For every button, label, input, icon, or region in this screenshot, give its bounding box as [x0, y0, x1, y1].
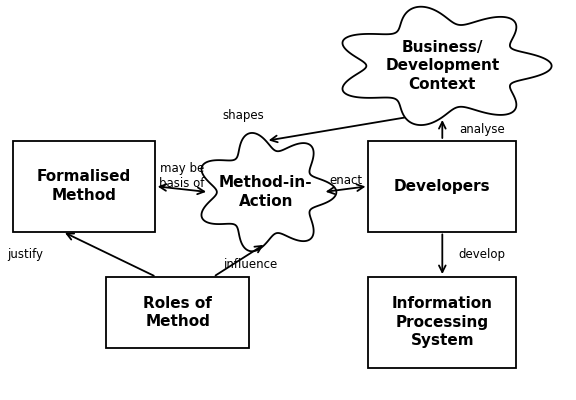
- Text: enact: enact: [329, 174, 362, 187]
- Bar: [368, 141, 516, 232]
- Text: Formalised
Method: Formalised Method: [37, 169, 131, 203]
- Text: Method-in-
Action: Method-in- Action: [219, 175, 313, 209]
- Text: may be
basis of: may be basis of: [159, 162, 204, 190]
- Bar: [107, 277, 249, 348]
- Text: Business/
Development
Context: Business/ Development Context: [385, 40, 499, 92]
- Text: justify: justify: [7, 248, 43, 261]
- Text: influence: influence: [224, 258, 278, 270]
- PathPatch shape: [202, 133, 336, 251]
- Text: analyse: analyse: [459, 122, 505, 136]
- Text: develop: develop: [458, 248, 506, 261]
- Bar: [368, 277, 516, 368]
- Text: Information
Processing
System: Information Processing System: [392, 296, 493, 348]
- Text: shapes: shapes: [222, 109, 264, 122]
- Bar: [13, 141, 155, 232]
- Text: Developers: Developers: [394, 179, 491, 194]
- PathPatch shape: [343, 7, 552, 125]
- Text: Roles of
Method: Roles of Method: [143, 296, 212, 329]
